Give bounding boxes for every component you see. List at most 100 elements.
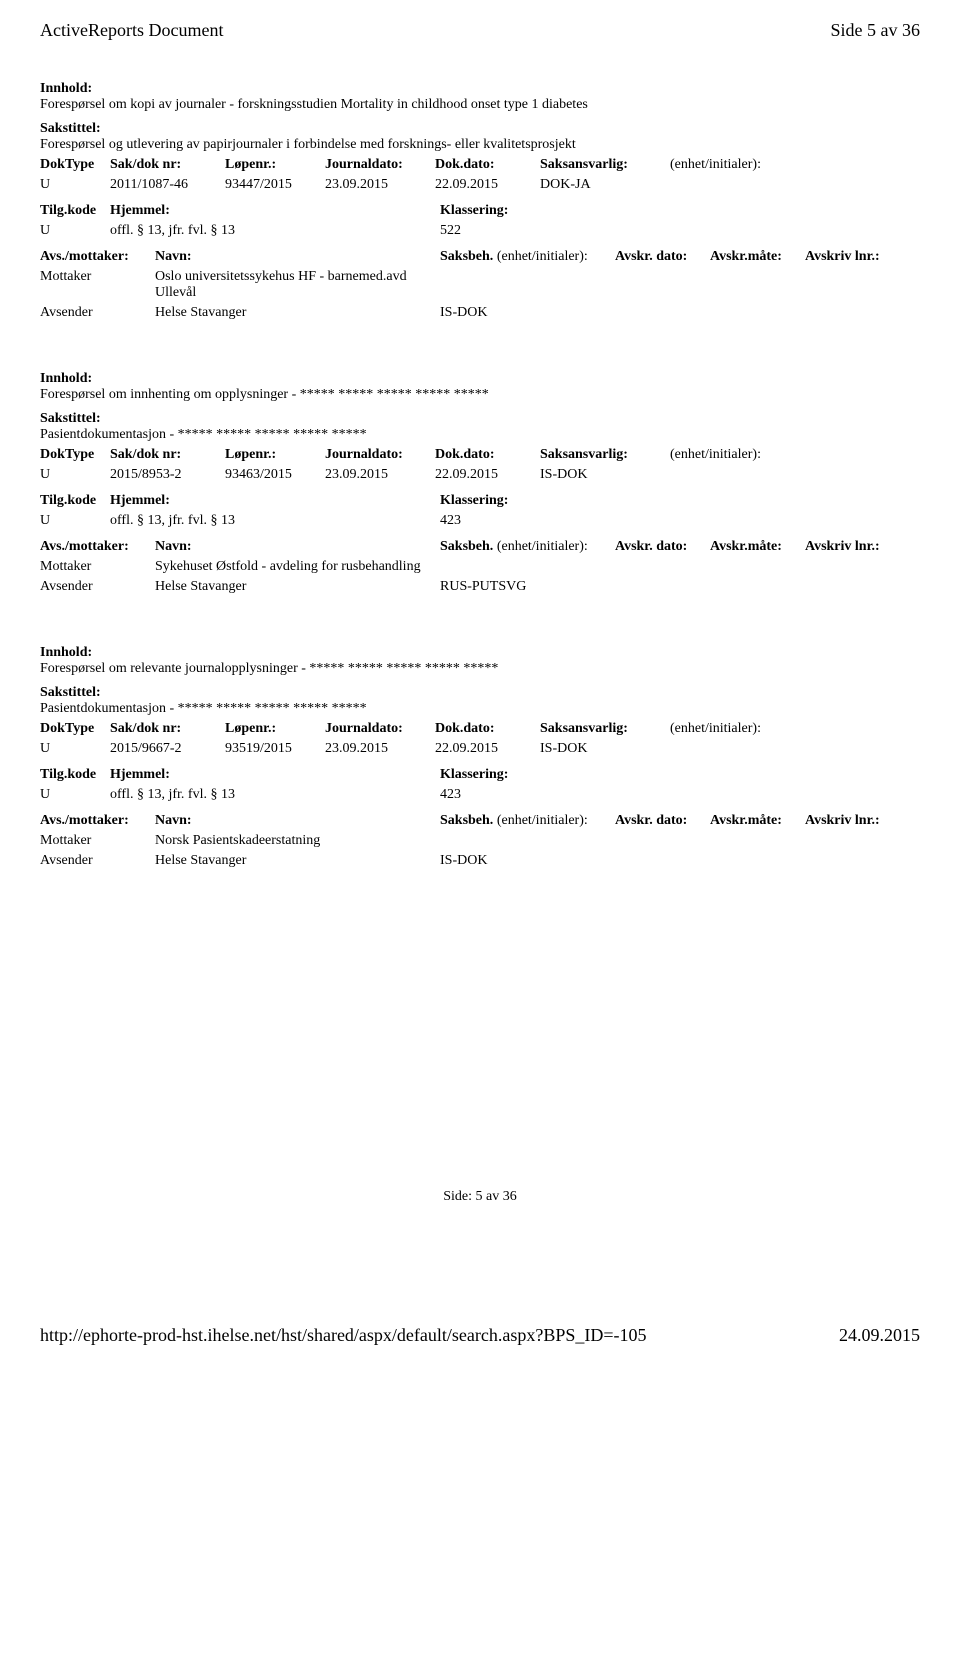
journaldato-value: 23.09.2015	[325, 467, 435, 483]
enhet-init-value	[670, 177, 820, 193]
saksansvarlig-label: Saksansvarlig:	[540, 157, 670, 173]
saksbeh-text: Saksbeh.	[440, 539, 493, 554]
tilgkode-value: U	[40, 223, 110, 239]
klassering-label: Klassering:	[440, 767, 570, 783]
saksbeh-text: Saksbeh.	[440, 813, 493, 828]
doktype-label: DokType	[40, 447, 110, 463]
doktype-value: U	[40, 467, 110, 483]
sakdok-label: Sak/dok nr:	[110, 157, 225, 173]
doktype-value: U	[40, 177, 110, 193]
hjemmel-label: Hjemmel:	[110, 493, 440, 509]
tilg-value-row: U offl. § 13, jfr. fvl. § 13 522	[40, 223, 920, 239]
avskriv-lnr-label: Avskriv lnr.:	[805, 539, 905, 555]
dok-header-row: DokType Sak/dok nr: Løpenr.: Journaldato…	[40, 157, 920, 173]
lopenr-label: Løpenr.:	[225, 157, 325, 173]
mottaker-navn: Sykehuset Østfold - avdeling for rusbeha…	[155, 559, 440, 575]
avsender-kode: RUS-PUTSVG	[440, 579, 526, 595]
saksansvarlig-value: IS-DOK	[540, 741, 670, 757]
saksansvarlig-value: DOK-JA	[540, 177, 670, 193]
footer-date: 24.09.2015	[839, 1325, 920, 1346]
sakstittel-label: Sakstittel:	[40, 685, 920, 701]
avs-header-row: Avs./mottaker: Navn: Saksbeh. (enhet/ini…	[40, 249, 920, 265]
avsender-label: Avsender	[40, 853, 155, 869]
sakstittel-value: Pasientdokumentasjon - ***** ***** *****…	[40, 701, 920, 717]
saksansvarlig-label: Saksansvarlig:	[540, 447, 670, 463]
page-header: ActiveReports Document Side 5 av 36	[40, 20, 920, 41]
dok-value-row: U 2015/8953-2 93463/2015 23.09.2015 22.0…	[40, 467, 920, 483]
klassering-value: 423	[440, 513, 570, 529]
tilgkode-label: Tilg.kode	[40, 767, 110, 783]
innhold-value: Forespørsel om innhenting om opplysninge…	[40, 387, 920, 403]
klassering-label: Klassering:	[440, 203, 570, 219]
avs-header-row: Avs./mottaker: Navn: Saksbeh. (enhet/ini…	[40, 539, 920, 555]
innhold-value: Forespørsel om kopi av journaler - forsk…	[40, 97, 920, 113]
doktype-label: DokType	[40, 721, 110, 737]
hjemmel-value: offl. § 13, jfr. fvl. § 13	[110, 223, 440, 239]
header-page: Side 5 av 36	[831, 20, 921, 41]
navn-label: Navn:	[155, 813, 440, 829]
sakstittel-label: Sakstittel:	[40, 411, 920, 427]
sakdok-value: 2015/8953-2	[110, 467, 225, 483]
navn-label: Navn:	[155, 249, 440, 265]
saksbeh-enhet-text: (enhet/initialer):	[497, 813, 588, 828]
tilg-header-row: Tilg.kode Hjemmel: Klassering:	[40, 493, 920, 509]
avsender-label: Avsender	[40, 305, 155, 321]
sakdok-label: Sak/dok nr:	[110, 721, 225, 737]
avskr-mate-label: Avskr.måte:	[710, 813, 805, 829]
innhold-label: Innhold:	[40, 371, 920, 387]
tilg-value-row: U offl. § 13, jfr. fvl. § 13 423	[40, 513, 920, 529]
klassering-label: Klassering:	[440, 493, 570, 509]
saksbeh-label: Saksbeh. (enhet/initialer):	[440, 249, 615, 265]
lopenr-label: Løpenr.:	[225, 721, 325, 737]
avskr-mate-label: Avskr.måte:	[710, 539, 805, 555]
navn-label: Navn:	[155, 539, 440, 555]
hjemmel-label: Hjemmel:	[110, 767, 440, 783]
saksbeh-label: Saksbeh. (enhet/initialer):	[440, 813, 615, 829]
dok-value-row: U 2015/9667-2 93519/2015 23.09.2015 22.0…	[40, 741, 920, 757]
saksbeh-text: Saksbeh.	[440, 249, 493, 264]
hjemmel-value: offl. § 13, jfr. fvl. § 13	[110, 513, 440, 529]
mottaker-navn: Oslo universitetssykehus HF - barnemed.a…	[155, 269, 440, 301]
record: Innhold: Forespørsel om kopi av journale…	[40, 81, 920, 321]
avskriv-lnr-label: Avskriv lnr.:	[805, 249, 905, 265]
avsender-row: Avsender Helse Stavanger IS-DOK	[40, 305, 920, 321]
footer-page-indicator: Side: 5 av 36	[40, 1189, 920, 1205]
record: Innhold: Forespørsel om innhenting om op…	[40, 371, 920, 595]
sakdok-label: Sak/dok nr:	[110, 447, 225, 463]
tilgkode-value: U	[40, 513, 110, 529]
sakdok-value: 2015/9667-2	[110, 741, 225, 757]
dokdato-value: 22.09.2015	[435, 467, 540, 483]
sakstittel-label: Sakstittel:	[40, 121, 920, 137]
avskr-dato-label: Avskr. dato:	[615, 539, 710, 555]
journaldato-value: 23.09.2015	[325, 741, 435, 757]
avsender-navn: Helse Stavanger	[155, 305, 440, 321]
hjemmel-label: Hjemmel:	[110, 203, 440, 219]
innhold-value: Forespørsel om relevante journalopplysni…	[40, 661, 920, 677]
dokdato-value: 22.09.2015	[435, 741, 540, 757]
avs-header-row: Avs./mottaker: Navn: Saksbeh. (enhet/ini…	[40, 813, 920, 829]
avsender-label: Avsender	[40, 579, 155, 595]
innhold-label: Innhold:	[40, 81, 920, 97]
doktype-label: DokType	[40, 157, 110, 173]
mottaker-row: Mottaker Norsk Pasientskadeerstatning	[40, 833, 920, 849]
journaldato-label: Journaldato:	[325, 721, 435, 737]
tilgkode-label: Tilg.kode	[40, 493, 110, 509]
saksbeh-enhet-text: (enhet/initialer):	[497, 539, 588, 554]
avsender-navn: Helse Stavanger	[155, 853, 440, 869]
dokdato-value: 22.09.2015	[435, 177, 540, 193]
avsmottaker-label: Avs./mottaker:	[40, 813, 155, 829]
footer-row: http://ephorte-prod-hst.ihelse.net/hst/s…	[40, 1325, 920, 1346]
saksbeh-label: Saksbeh. (enhet/initialer):	[440, 539, 615, 555]
avskr-dato-label: Avskr. dato:	[615, 813, 710, 829]
mottaker-label: Mottaker	[40, 269, 155, 301]
hjemmel-value: offl. § 13, jfr. fvl. § 13	[110, 787, 440, 803]
lopenr-value: 93519/2015	[225, 741, 325, 757]
dok-value-row: U 2011/1087-46 93447/2015 23.09.2015 22.…	[40, 177, 920, 193]
page-container: ActiveReports Document Side 5 av 36 Innh…	[0, 0, 960, 1386]
enhet-init-label: (enhet/initialer):	[670, 447, 820, 463]
avsender-row: Avsender Helse Stavanger IS-DOK	[40, 853, 920, 869]
dokdato-label: Dok.dato:	[435, 447, 540, 463]
avsmottaker-label: Avs./mottaker:	[40, 539, 155, 555]
tilg-header-row: Tilg.kode Hjemmel: Klassering:	[40, 203, 920, 219]
mottaker-row: Mottaker Sykehuset Østfold - avdeling fo…	[40, 559, 920, 575]
